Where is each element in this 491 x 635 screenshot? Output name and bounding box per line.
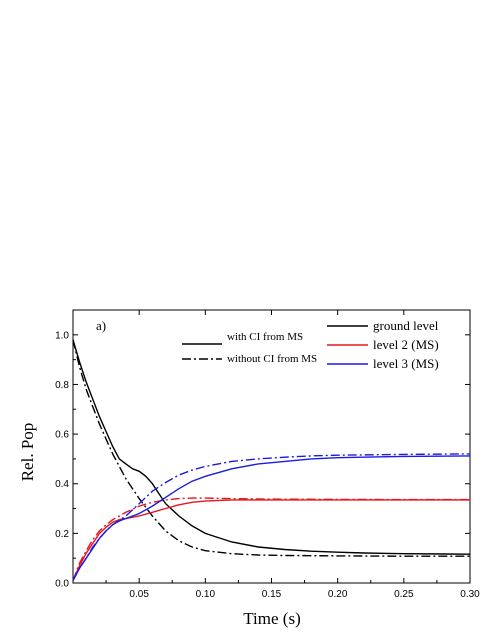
x-tick-label: 0.05: [129, 589, 149, 600]
series-layer: [72, 339, 471, 581]
legend-layer: with CI from MS without CI from MS ground …: [182, 318, 439, 371]
y-tick-label: 0.6: [55, 430, 69, 441]
x-tick-label: 0.20: [328, 589, 348, 600]
series-line-1: [72, 339, 470, 557]
series-line-0: [72, 339, 471, 555]
series-line-2: [72, 499, 470, 581]
style-legend-label: without CI from MS: [227, 353, 317, 365]
color-legend-label: level 3 (MS): [373, 356, 439, 371]
y-tick-label: 0.8: [55, 380, 69, 391]
ticks-layer: 0.05 0.10 0.15 0.20 0.25 0.30 0.0 0.2 0.4 0.6 0.8 1…: [55, 309, 480, 600]
x-tick-label: 0.10: [196, 589, 216, 600]
x-axis-title: Time (s): [243, 609, 300, 628]
x-tick-label: 0.15: [262, 589, 282, 600]
y-tick-label: 1.0: [55, 330, 69, 341]
series-line-5: [72, 453, 471, 581]
y-tick-label: 0.0: [55, 579, 69, 590]
series-line-4: [72, 455, 471, 581]
y-tick-label: 0.4: [55, 479, 69, 490]
x-tick-label: 0.30: [460, 589, 480, 600]
x-tick-label: 0.25: [394, 589, 414, 600]
color-legend-label: ground level: [373, 318, 439, 333]
y-axis-title: Rel. Pop: [18, 423, 37, 482]
style-legend-label: with CI from MS: [227, 331, 303, 343]
panel-label: a): [96, 318, 106, 333]
color-legend-label: level 2 (MS): [373, 337, 439, 352]
y-tick-label: 0.2: [55, 529, 69, 540]
